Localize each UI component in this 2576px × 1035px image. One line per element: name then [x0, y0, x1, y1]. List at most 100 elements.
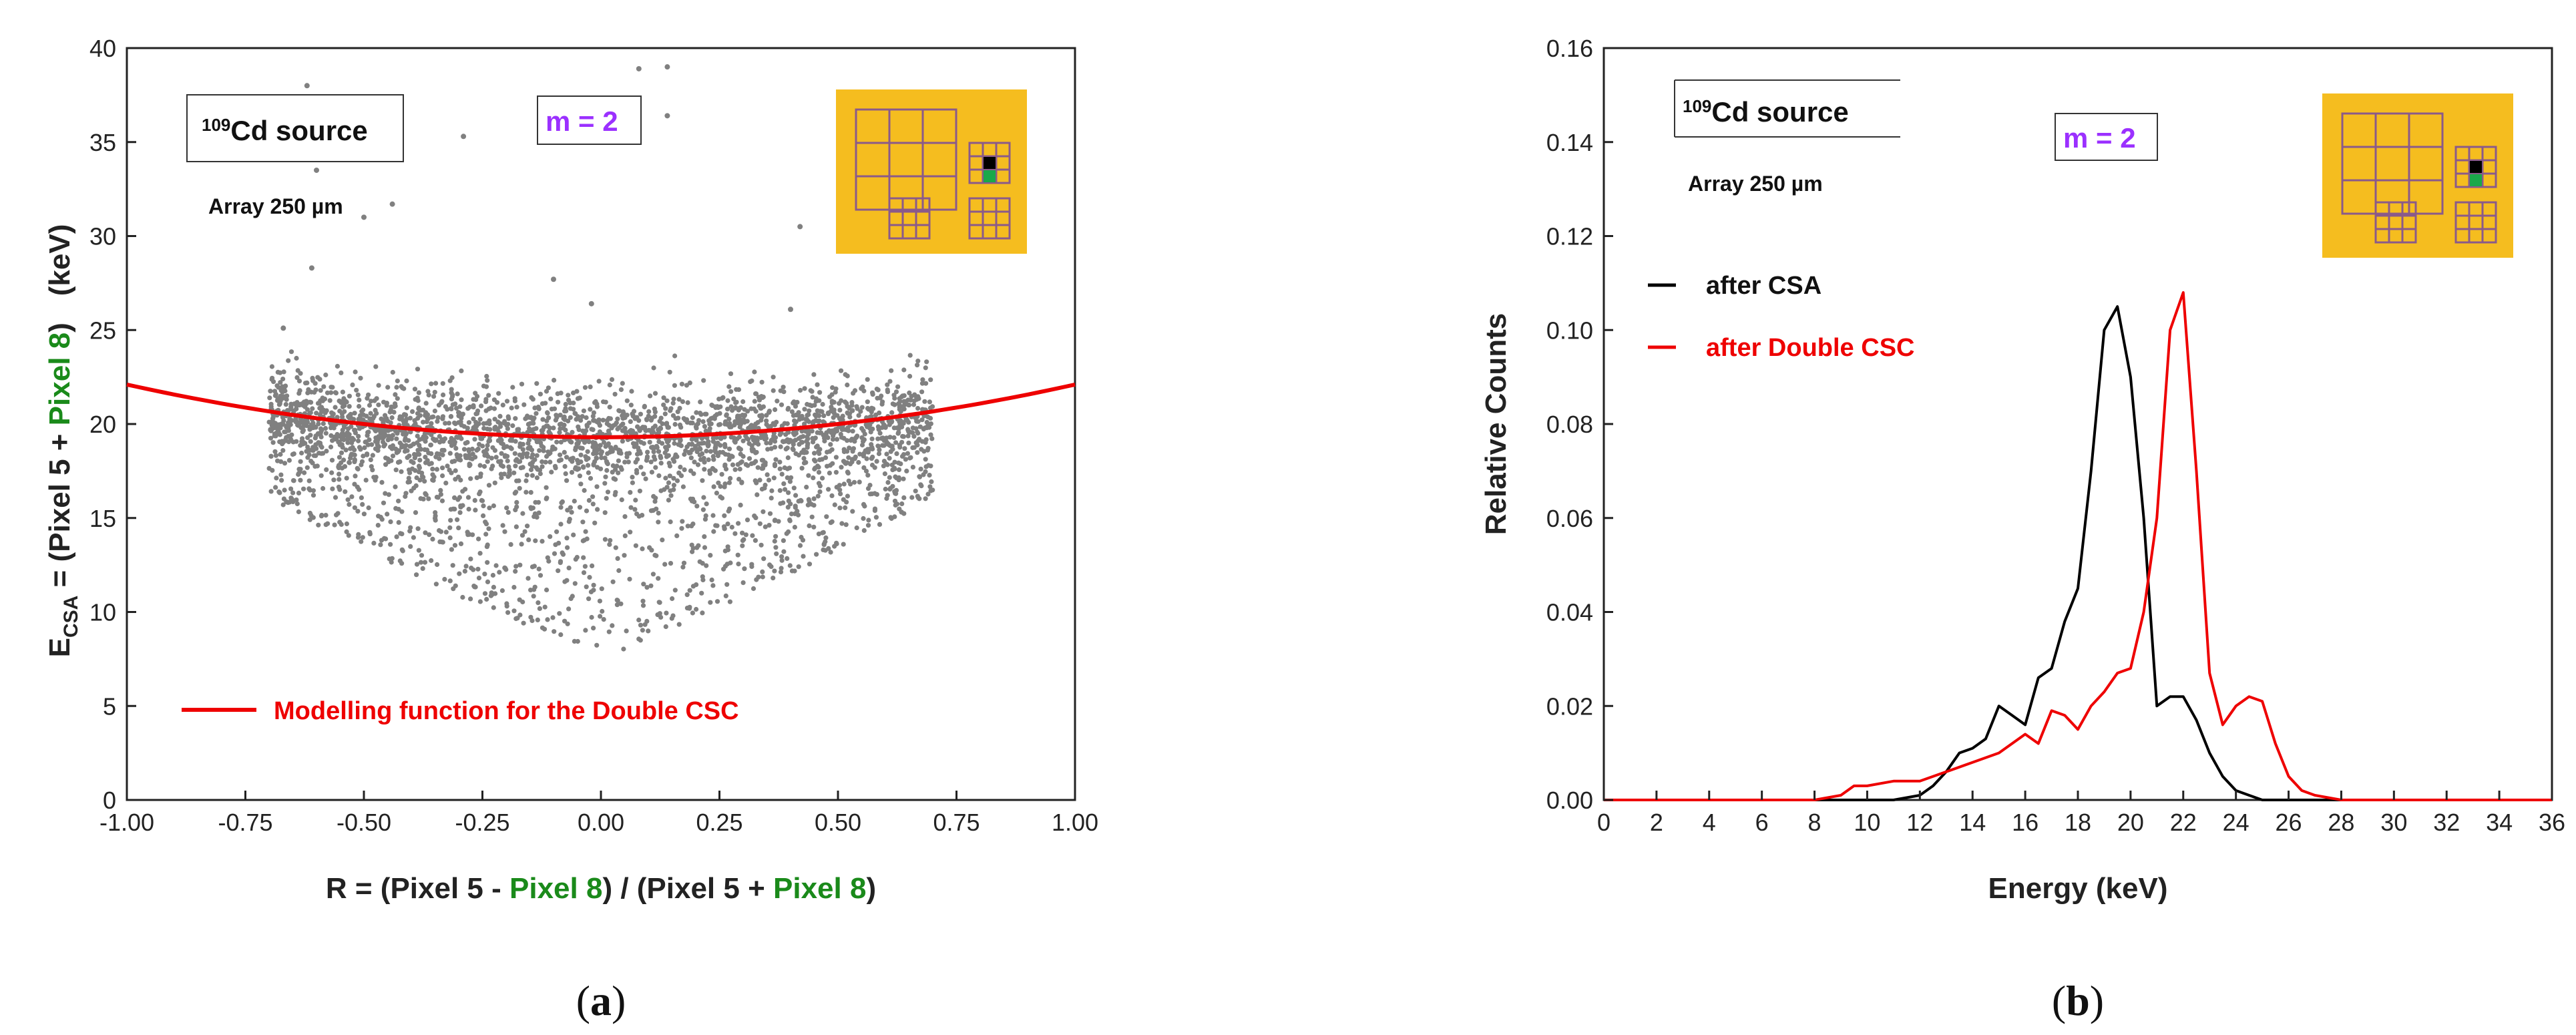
scatter-point [887, 435, 893, 440]
scatter-point [566, 418, 571, 424]
scatter-point [594, 484, 600, 489]
scatter-point [915, 429, 920, 435]
panel-a-scatter-chart: -1.00 -0.75 -0.50 -0.25 0.00 0.25 0.50 0.75 1.00… [43, 35, 1098, 1024]
scatter-point [662, 411, 668, 417]
scatter-point [778, 444, 783, 449]
scatter-point [604, 495, 609, 501]
scatter-point [511, 470, 517, 475]
scatter-point [854, 404, 859, 409]
scatter-point [874, 459, 879, 464]
scatter-point [601, 399, 606, 405]
scatter-point [489, 455, 494, 461]
scatter-point [347, 501, 352, 507]
scatter-point [680, 519, 685, 524]
scatter-point [918, 482, 923, 487]
scatter-point [636, 437, 641, 443]
scatter-point [463, 487, 468, 492]
scatter-point [679, 381, 684, 387]
scatter-point [915, 493, 920, 499]
scatter-point [525, 445, 531, 451]
scatter-point [511, 608, 517, 614]
panel-a-source-label: 109Cd source [202, 115, 368, 146]
scatter-point [566, 519, 572, 524]
scatter-point [448, 414, 454, 419]
scatter-point [360, 535, 365, 540]
scatter-point [345, 426, 351, 431]
scatter-point [624, 398, 630, 403]
scatter-point [417, 477, 423, 483]
scatter-point [294, 439, 299, 444]
scatter-point [736, 434, 742, 440]
scatter-point [668, 493, 674, 498]
scatter-point [690, 415, 695, 421]
scatter-point [467, 404, 473, 410]
scatter-point [874, 491, 879, 497]
scatter-point [590, 494, 596, 499]
scatter-point [376, 383, 381, 388]
scatter-point [453, 445, 459, 451]
x-tick-label: 0.25 [696, 809, 742, 836]
scatter-point [545, 555, 550, 560]
scatter-point [582, 538, 587, 543]
scatter-point [370, 467, 375, 473]
scatter-point [843, 372, 848, 377]
scatter-point [493, 455, 499, 460]
scatter-point [277, 422, 282, 427]
scatter-point [630, 428, 636, 434]
x-tick-label: 34 [2486, 809, 2513, 836]
scatter-point [361, 511, 367, 517]
inset-pixel-8-marker [2470, 174, 2482, 186]
scatter-point [483, 532, 489, 537]
scatter-point [614, 463, 620, 469]
scatter-point [773, 407, 778, 413]
scatter-point [824, 514, 829, 520]
scatter-point [640, 546, 645, 552]
scatter-point [761, 404, 766, 409]
scatter-point [805, 413, 810, 418]
scatter-point [915, 438, 921, 444]
scatter-point [288, 407, 294, 412]
y-tick-label: 0.02 [1546, 692, 1593, 720]
scatter-point [631, 409, 637, 414]
scatter-point [452, 495, 457, 501]
scatter-point [328, 444, 334, 450]
scatter-point [894, 501, 900, 507]
scatter-point [465, 495, 471, 500]
scatter-point [866, 518, 871, 523]
scatter-point [438, 491, 444, 497]
y-tick-label: 40 [89, 35, 116, 62]
scatter-point [359, 412, 365, 417]
panel-b-legend-csa: after CSA [1706, 272, 1821, 300]
scatter-point [919, 381, 925, 386]
scatter-point [486, 526, 491, 532]
scatter-point [634, 467, 640, 473]
scatter-point [812, 466, 817, 472]
scatter-point [476, 576, 482, 581]
scatter-point [640, 513, 645, 518]
scatter-point [690, 610, 695, 616]
scatter-point [443, 480, 449, 486]
scatter-point [847, 461, 853, 467]
panel-a-source-box [186, 94, 404, 162]
scatter-point [399, 561, 405, 566]
scatter-point [569, 439, 574, 445]
scatter-point [618, 387, 624, 393]
scatter-point [801, 455, 807, 461]
x-tick-label: 30 [2380, 809, 2407, 836]
scatter-point [578, 418, 584, 423]
scatter-point [545, 410, 550, 415]
scatter-point [667, 463, 673, 469]
inset-small-grid-3 [968, 197, 1011, 240]
scatter-point [442, 576, 447, 582]
scatter-point [349, 494, 355, 499]
scatter-point [901, 511, 907, 516]
scatter-point [544, 418, 550, 423]
scatter-point [771, 576, 776, 581]
scatter-point [466, 420, 472, 425]
scatter-point [268, 401, 274, 407]
scatter-point [306, 387, 311, 393]
scatter-point [390, 443, 396, 449]
scatter-point [466, 447, 471, 452]
scatter-point [725, 522, 730, 527]
